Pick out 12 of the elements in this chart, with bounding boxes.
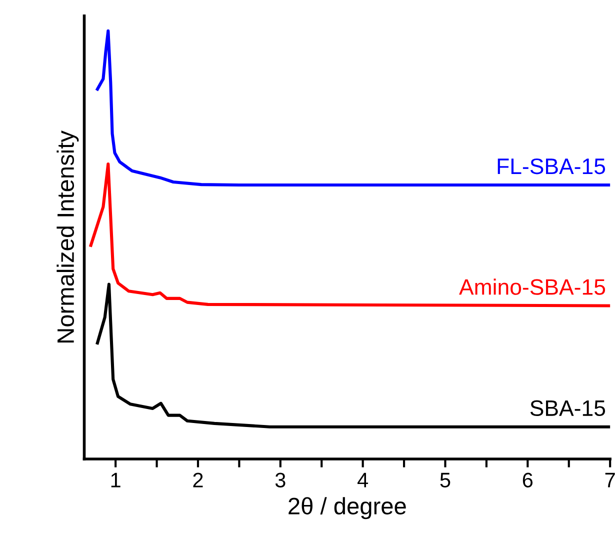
series-label: Amino-SBA-15 [459, 278, 606, 295]
x-axis-title: 2θ / degree [288, 497, 406, 520]
x-tick-label: 3 [275, 472, 286, 488]
x-tick-label: 7 [605, 472, 615, 488]
x-tick-label: 5 [440, 472, 450, 488]
x-tick-label: 6 [522, 472, 533, 488]
series-label: SBA-15 [530, 400, 606, 416]
series-label: FL-SBA-15 [498, 158, 606, 174]
x-tick-label: 1 [111, 472, 120, 488]
x-tick-label: 4 [358, 472, 368, 488]
x-tick-label: 2 [193, 472, 203, 488]
y-axis-title: Normalized Intensity [56, 130, 79, 342]
